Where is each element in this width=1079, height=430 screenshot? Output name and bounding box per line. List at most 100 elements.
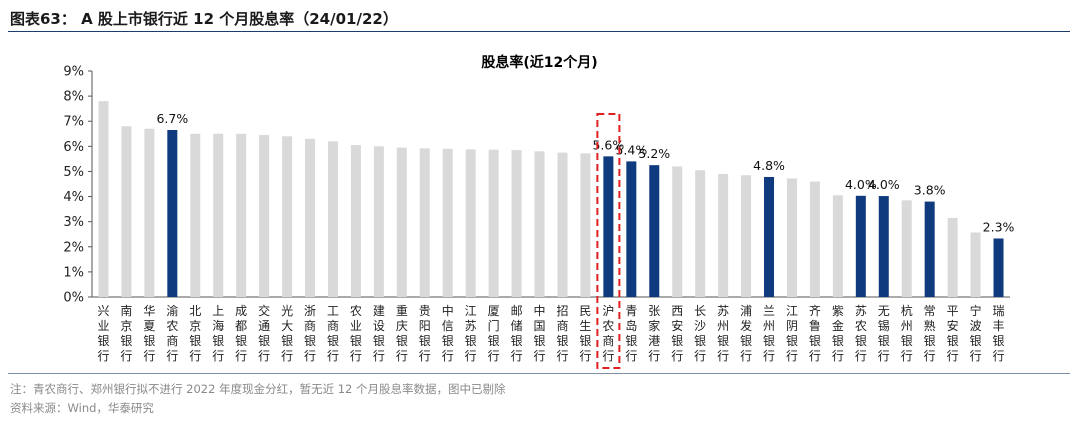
svg-text:华夏银行: 华夏银行 [143, 304, 155, 363]
bar-无锡银行 [878, 196, 889, 297]
bar-招商银行 [557, 152, 568, 297]
data-label-兰州银行: 4.8% [753, 158, 785, 173]
y-tick-label: 0% [63, 291, 84, 306]
y-tick-label: 7% [63, 115, 84, 130]
bar-长沙银行 [695, 170, 706, 297]
svg-text:兴业银行: 兴业银行 [97, 304, 109, 363]
bar-张家港行 [649, 165, 660, 297]
bar-青岛银行 [626, 161, 637, 297]
bar-杭州银行 [901, 200, 912, 297]
svg-text:上海银行: 上海银行 [212, 304, 224, 363]
svg-text:兰州银行: 兰州银行 [763, 304, 775, 363]
data-label-渝农商行: 6.7% [156, 111, 188, 126]
bar-苏州银行 [718, 173, 729, 297]
x-category-label: 华夏银行 [143, 304, 155, 363]
bar-工商银行 [327, 141, 338, 297]
bar-兰州银行 [764, 176, 775, 297]
bars [98, 101, 1004, 297]
svg-text:张家港行: 张家港行 [648, 304, 660, 363]
svg-text:北京银行: 北京银行 [189, 304, 201, 363]
x-category-label: 兴业银行 [97, 304, 109, 363]
svg-text:中信银行: 中信银行 [442, 303, 454, 363]
bar-渝农商行 [167, 130, 178, 297]
bar-瑞丰银行 [993, 238, 1004, 297]
y-tick-label: 5% [63, 165, 84, 180]
bar-平安银行 [947, 217, 958, 297]
x-category-label: 苏农银行 [855, 304, 867, 363]
svg-text:长沙银行: 长沙银行 [694, 304, 706, 363]
x-axis-categories: 兴业银行南京银行华夏银行渝农商行北京银行上海银行成都银行交通银行光大银行浙商银行… [97, 303, 1004, 363]
svg-text:民生银行: 民生银行 [579, 304, 591, 363]
svg-text:渝农商行: 渝农商行 [166, 303, 178, 363]
x-category-label: 苏州银行 [717, 304, 729, 363]
x-category-label: 中国银行 [534, 303, 546, 363]
bar-常熟银行 [924, 201, 935, 297]
svg-text:平安银行: 平安银行 [947, 304, 959, 363]
svg-text:齐鲁银行: 齐鲁银行 [809, 303, 821, 363]
x-category-label: 北京银行 [189, 304, 201, 363]
svg-text:重庆银行: 重庆银行 [396, 304, 408, 363]
bar-宁波银行 [970, 232, 981, 297]
x-category-label: 民生银行 [579, 304, 591, 363]
svg-text:建设银行: 建设银行 [373, 304, 385, 363]
x-category-label: 杭州银行 [901, 303, 913, 363]
x-category-label: 齐鲁银行 [809, 303, 821, 363]
bar-中国银行 [534, 151, 545, 297]
data-label-青岛银行: 5.4% [615, 142, 647, 157]
y-tick-label: 9% [63, 65, 84, 80]
y-tick-label: 3% [63, 215, 84, 230]
svg-text:光大银行: 光大银行 [281, 304, 293, 363]
data-label-沪农商行: 5.6% [592, 137, 624, 152]
x-category-label: 西安银行 [671, 304, 683, 363]
svg-text:苏州银行: 苏州银行 [717, 304, 729, 363]
svg-text:中国银行: 中国银行 [534, 303, 546, 363]
x-category-label: 青岛银行 [625, 304, 637, 363]
svg-text:无锡银行: 无锡银行 [878, 304, 890, 363]
bar-民生银行 [580, 153, 591, 297]
bar-北京银行 [190, 133, 201, 297]
svg-text:浙商银行: 浙商银行 [304, 304, 316, 363]
bar-厦门银行 [488, 149, 499, 297]
svg-text:贵阳银行: 贵阳银行 [419, 304, 431, 363]
svg-text:江苏银行: 江苏银行 [465, 304, 477, 363]
x-category-label: 张家港行 [648, 304, 660, 363]
top-rule [8, 31, 1070, 32]
svg-text:瑞丰银行: 瑞丰银行 [993, 304, 1005, 363]
svg-text:厦门银行: 厦门银行 [488, 304, 500, 363]
bar-紫金银行 [832, 195, 843, 297]
x-category-label: 无锡银行 [878, 304, 890, 363]
data-label-瑞丰银行: 2.3% [983, 219, 1015, 234]
bottom-rule [8, 373, 1070, 374]
svg-text:杭州银行: 杭州银行 [901, 303, 913, 363]
x-category-label: 上海银行 [212, 304, 224, 363]
highlight-box-layer [596, 113, 621, 369]
bar-建设银行 [373, 146, 384, 297]
x-category-label: 渝农商行 [166, 303, 178, 363]
bar-江阴银行 [786, 178, 797, 297]
svg-text:工商银行: 工商银行 [327, 304, 339, 363]
x-category-label: 工商银行 [327, 304, 339, 363]
x-category-label: 招商银行 [556, 304, 568, 363]
bar-浦发银行 [741, 175, 752, 297]
bar-中信银行 [442, 148, 453, 297]
svg-text:招商银行: 招商银行 [556, 304, 568, 363]
x-category-label: 光大银行 [281, 304, 293, 363]
svg-text:西安银行: 西安银行 [671, 304, 683, 363]
x-category-label: 江苏银行 [465, 304, 477, 363]
svg-text:青岛银行: 青岛银行 [625, 304, 637, 363]
y-tick-label: 1% [63, 265, 84, 280]
bar-兴业银行 [98, 101, 109, 297]
svg-text:浦发银行: 浦发银行 [740, 304, 752, 363]
y-tick-label: 4% [63, 190, 84, 205]
x-category-label: 贵阳银行 [419, 304, 431, 363]
x-category-label: 常熟银行 [924, 304, 936, 363]
data-label-无锡银行: 4.0% [868, 177, 900, 192]
bar-江苏银行 [465, 149, 476, 297]
bar-邮储银行 [511, 150, 522, 297]
footnote: 注：青农商行、郑州银行拟不进行 2022 年度现金分红，暂无近 12 个月股息率… [10, 382, 506, 396]
x-category-label: 浙商银行 [304, 304, 316, 363]
highlight-box [596, 113, 621, 369]
bar-交通银行 [259, 135, 270, 297]
data-label-常熟银行: 3.8% [914, 183, 946, 198]
x-category-label: 重庆银行 [396, 304, 408, 363]
